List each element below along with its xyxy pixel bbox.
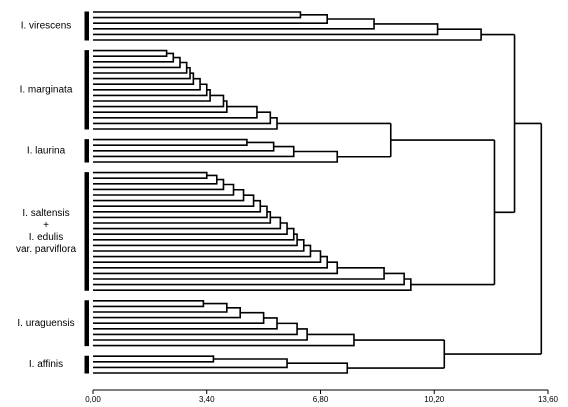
link [93, 56, 181, 69]
x-tick-label: 0,00 [85, 395, 101, 404]
group-bracket [84, 11, 89, 41]
link [93, 111, 272, 125]
group-label: I. saltensis [22, 208, 69, 219]
link [93, 302, 228, 313]
link [93, 255, 328, 269]
link [93, 239, 305, 252]
group-label: I. affinis [29, 359, 63, 370]
link [93, 317, 278, 330]
link [93, 66, 191, 80]
group-bracket [84, 139, 89, 163]
link [93, 171, 208, 179]
x-tick-label: 6,80 [313, 395, 329, 404]
link [93, 211, 272, 224]
group-label: + [43, 220, 49, 231]
link [390, 139, 496, 286]
group-label: var. parviflora [16, 244, 76, 255]
link [347, 339, 446, 369]
x-tick-label: 13,60 [538, 395, 559, 404]
link [93, 355, 215, 363]
link [277, 122, 392, 158]
link [444, 122, 543, 355]
link [93, 194, 255, 207]
group-label: I. uraguensis [17, 318, 74, 329]
link [93, 188, 245, 202]
link [93, 244, 312, 258]
link [93, 174, 218, 185]
link [93, 11, 302, 19]
group-bracket [84, 300, 89, 347]
x-tick-label: 10,20 [424, 395, 445, 404]
link [93, 18, 375, 30]
group-bracket [84, 50, 89, 130]
link [481, 33, 516, 214]
link [93, 222, 288, 235]
link [93, 28, 482, 41]
link [93, 300, 205, 308]
link [93, 227, 295, 241]
link [93, 14, 328, 24]
link [93, 199, 262, 213]
group-bracket [84, 355, 89, 374]
link [93, 61, 188, 74]
link [93, 117, 278, 130]
x-tick-label: 3,40 [199, 395, 215, 404]
group-bracket [84, 172, 89, 291]
link [93, 52, 175, 63]
group-label: I. laurina [27, 145, 66, 156]
group-label: I. marginata [20, 84, 73, 95]
link [93, 358, 288, 369]
group-label: I. virescens [21, 21, 72, 32]
link [93, 138, 248, 146]
link [93, 49, 168, 57]
group-label: I. edulis [29, 232, 63, 243]
link [93, 145, 295, 158]
link [93, 267, 385, 280]
